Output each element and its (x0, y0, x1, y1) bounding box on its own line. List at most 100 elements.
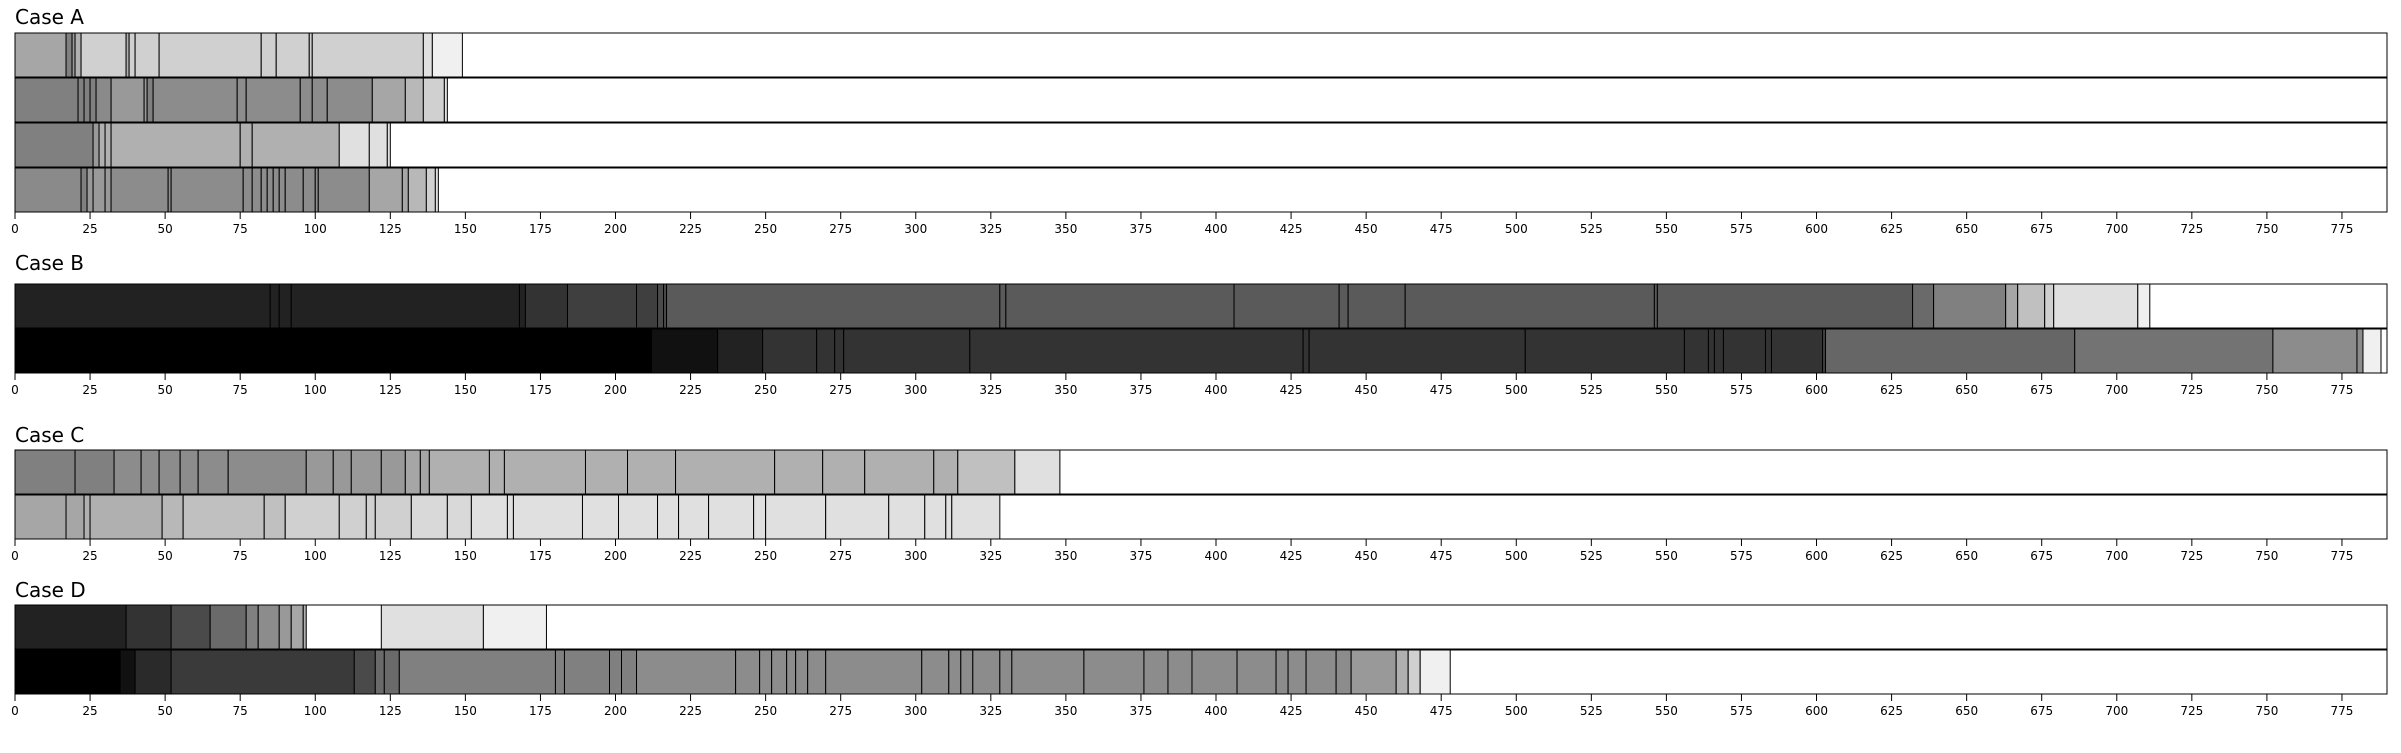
x-tick-label: 700 (2105, 383, 2128, 397)
bar-segment (95, 77, 112, 123)
bar-segment (999, 649, 1013, 695)
bar-segment (563, 649, 611, 695)
x-tick-label: 150 (454, 704, 477, 718)
x-tick-label: 300 (904, 549, 927, 563)
bar-segment (236, 77, 247, 123)
x-axis: 0 25 50 75 100 125 150 175 200 225 250 275 300 325 350… (11, 694, 2353, 718)
x-tick-label: 600 (1805, 549, 1828, 563)
bar-segment (1656, 283, 1914, 329)
bar-segment (443, 77, 448, 123)
bar-segment (305, 449, 334, 495)
x-tick-label: 775 (2331, 222, 2354, 236)
bar-segment (74, 449, 115, 495)
x-tick-label: 700 (2105, 222, 2128, 236)
bar-segment (554, 649, 565, 695)
x-tick-label: 250 (754, 549, 777, 563)
bar-segment (2137, 283, 2151, 329)
bar-row (14, 32, 2388, 78)
bar-segment (110, 167, 169, 213)
bar-segment (398, 649, 556, 695)
bar-segment (675, 449, 776, 495)
bar-segment (825, 649, 923, 695)
bar-row (14, 328, 2388, 374)
bar-segment (422, 77, 445, 123)
bar-segment (1707, 328, 1715, 374)
bar-segment (795, 649, 809, 695)
x-tick-label: 450 (1355, 222, 1378, 236)
bar-segment (350, 449, 382, 495)
bar-segment (170, 604, 211, 650)
x-tick-label: 275 (829, 222, 852, 236)
x-tick-label: 400 (1205, 549, 1228, 563)
bar-segment (434, 167, 439, 213)
bar-segment (98, 122, 106, 168)
x-tick-label: 125 (379, 704, 402, 718)
bar-row (14, 649, 2388, 695)
x-tick-label: 600 (1805, 383, 1828, 397)
bar-segment (14, 122, 94, 168)
x-tick-label: 225 (679, 549, 702, 563)
x-tick-label: 425 (1280, 222, 1303, 236)
x-tick-label: 475 (1430, 222, 1453, 236)
x-tick-label: 550 (1655, 549, 1678, 563)
x-tick-label: 675 (2030, 549, 2053, 563)
x-tick-label: 100 (304, 383, 327, 397)
x-tick-label: 500 (1505, 704, 1528, 718)
bar-segment (506, 494, 514, 540)
bar-segment (524, 283, 568, 329)
bar-segment (1407, 649, 1421, 695)
x-tick-label: 725 (2180, 222, 2203, 236)
bar-segment (263, 494, 286, 540)
bar-segment (368, 167, 403, 213)
x-tick-label: 200 (604, 222, 627, 236)
bar-segment (182, 494, 265, 540)
x-tick-label: 525 (1580, 549, 1603, 563)
row-frame (14, 494, 2388, 540)
bar-segment (753, 494, 767, 540)
x-tick-label: 450 (1355, 383, 1378, 397)
x-tick-label: 50 (157, 383, 172, 397)
x-tick-label: 400 (1205, 222, 1228, 236)
x-tick-label: 550 (1655, 383, 1678, 397)
bar-segment (1005, 283, 1235, 329)
bar-segment (209, 604, 247, 650)
bar-segment (1350, 649, 1397, 695)
bar-segment (428, 449, 490, 495)
bar-segment (89, 494, 163, 540)
bar-segment (311, 77, 328, 123)
x-tick-label: 525 (1580, 383, 1603, 397)
x-axis: 0 25 50 75 100 125 150 175 200 225 250 275 300 325 350… (11, 212, 2353, 236)
row-frame (14, 32, 2388, 78)
bar-segment (170, 167, 244, 213)
bar-segment (446, 494, 472, 540)
bar-segment (2017, 283, 2046, 329)
panel-title: Case C (15, 423, 84, 447)
bar-segment (1236, 649, 1277, 695)
bar-segment (2362, 328, 2382, 374)
row-frame (14, 604, 2388, 650)
bar-segment (134, 649, 172, 695)
x-tick-label: 350 (1054, 704, 1077, 718)
x-tick-label: 125 (379, 549, 402, 563)
bar-segment (1404, 283, 1655, 329)
bar-segment (179, 449, 199, 495)
x-tick-label: 525 (1580, 222, 1603, 236)
bar-segment (864, 449, 935, 495)
bar-segment (774, 449, 824, 495)
bar-segment (1275, 649, 1289, 695)
x-tick-label: 75 (233, 383, 248, 397)
bar-segment (110, 77, 145, 123)
x-tick-label: 500 (1505, 383, 1528, 397)
bar-segment (14, 167, 82, 213)
x-tick-label: 625 (1880, 704, 1903, 718)
bar-segment (374, 649, 385, 695)
bar-segment (74, 32, 82, 78)
bar-segment (14, 604, 127, 650)
x-tick-label: 725 (2180, 549, 2203, 563)
bar-segment (1011, 649, 1085, 695)
bar-segment (302, 167, 316, 213)
x-tick-label: 450 (1355, 704, 1378, 718)
x-tick-label: 25 (82, 383, 97, 397)
bar-segment (332, 449, 352, 495)
x-tick-label: 325 (979, 549, 1002, 563)
